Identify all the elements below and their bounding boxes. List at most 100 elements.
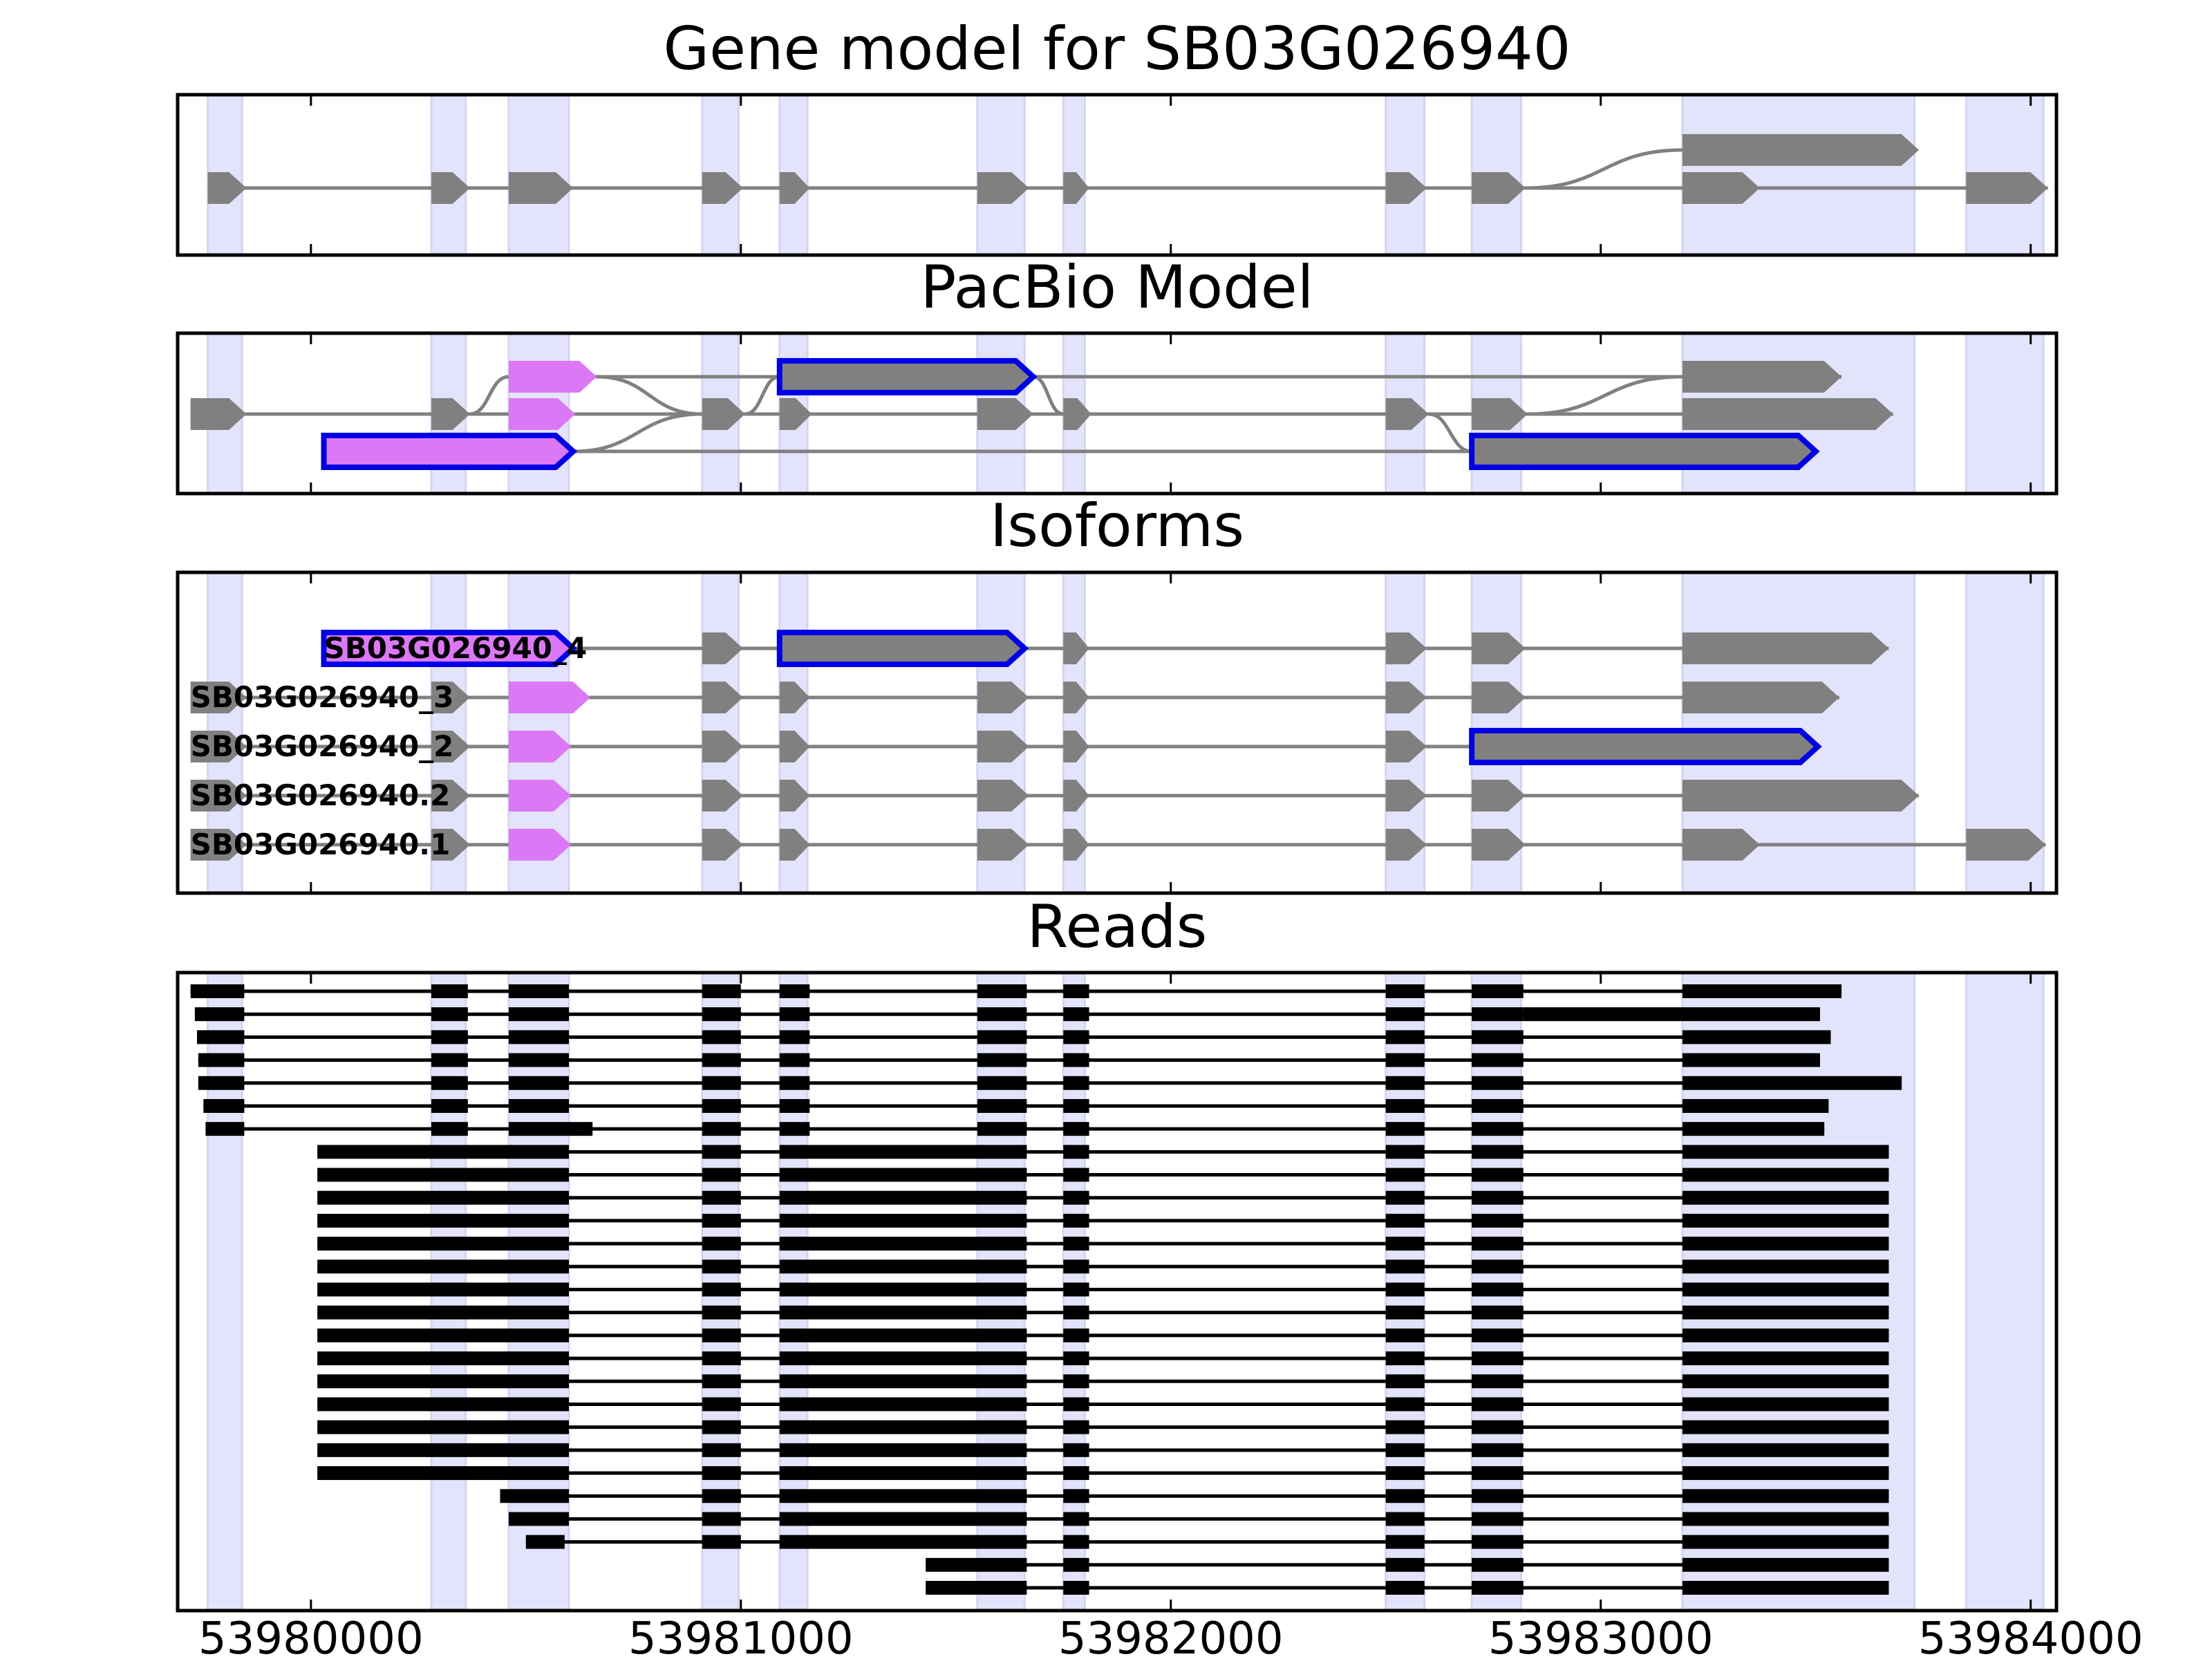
exon-block xyxy=(776,358,1038,395)
read-block xyxy=(1063,1420,1089,1434)
read-block xyxy=(702,1397,741,1412)
exon-block xyxy=(702,780,743,812)
exon-block xyxy=(1063,632,1089,664)
read-block xyxy=(317,1145,569,1159)
panel-frame xyxy=(176,93,2059,257)
read-block xyxy=(1385,1328,1425,1342)
read-block xyxy=(779,1282,1027,1297)
read-block xyxy=(317,1351,569,1366)
exon-block xyxy=(702,398,745,430)
read-block xyxy=(317,1190,569,1205)
read-block xyxy=(1385,1098,1425,1113)
exon-block xyxy=(1063,780,1089,812)
exon-block xyxy=(508,682,591,713)
exon-block xyxy=(431,780,470,812)
exon-block xyxy=(431,172,470,204)
read-block xyxy=(779,1489,1027,1503)
read-block xyxy=(1682,1190,1889,1205)
exon-block xyxy=(190,780,247,812)
read-block xyxy=(779,1397,1027,1412)
read-block xyxy=(508,1030,569,1044)
read-block xyxy=(1063,1397,1089,1412)
read-block xyxy=(431,1030,468,1044)
read-block xyxy=(1682,1145,1889,1159)
read-block xyxy=(1682,1512,1889,1526)
read-block xyxy=(1682,1351,1889,1366)
read-block xyxy=(1063,984,1089,998)
read-block xyxy=(1063,1213,1089,1228)
read-block xyxy=(431,1053,468,1067)
exon-block xyxy=(1469,433,1820,470)
exon-block xyxy=(977,172,1029,204)
read-block xyxy=(317,1168,569,1182)
read-block xyxy=(1063,1351,1089,1366)
read-block xyxy=(1385,1030,1425,1044)
exon-block xyxy=(702,829,743,861)
read-block xyxy=(1472,1168,1524,1182)
read-block xyxy=(1682,1557,1889,1572)
exon-block xyxy=(779,780,810,812)
read-block xyxy=(779,1030,810,1044)
x-tick-label: 53981000 xyxy=(628,1613,854,1659)
read-block xyxy=(1385,984,1425,998)
exon-band xyxy=(1965,971,2045,1612)
panel-frame xyxy=(176,570,2059,895)
panel-2: PacBio Model xyxy=(176,253,2059,496)
read-block xyxy=(926,1557,1027,1572)
read-block xyxy=(1063,1581,1089,1595)
read-block xyxy=(198,1076,245,1090)
read-block xyxy=(1385,1374,1425,1389)
read-block xyxy=(779,1374,1027,1389)
read-block xyxy=(1682,1259,1889,1274)
read-block xyxy=(977,984,1027,998)
read-block xyxy=(1682,1397,1889,1412)
read-block xyxy=(1682,1237,1889,1251)
read-block xyxy=(508,1076,569,1090)
panel-frame xyxy=(176,331,2059,496)
read-block xyxy=(779,1259,1027,1274)
exon-block xyxy=(779,172,810,204)
read-block xyxy=(508,1098,569,1113)
read-block xyxy=(1472,1122,1524,1136)
exon-block xyxy=(508,172,574,204)
read-block xyxy=(1472,1098,1524,1113)
read-block xyxy=(1682,1581,1889,1595)
exon-block xyxy=(1385,829,1427,861)
read-block xyxy=(1385,1466,1425,1481)
exon-block xyxy=(321,630,578,667)
read-block xyxy=(1682,1328,1889,1342)
splice-connector xyxy=(573,412,702,453)
read-block xyxy=(1063,1374,1089,1389)
exon-block xyxy=(508,829,572,861)
x-tick-label: 53984000 xyxy=(1918,1613,2144,1659)
read-block xyxy=(1472,1328,1524,1342)
exon-block xyxy=(190,829,247,861)
read-block xyxy=(1385,1512,1425,1526)
read-block xyxy=(702,984,741,998)
read-block xyxy=(1385,1489,1425,1503)
exon-block xyxy=(1063,731,1089,762)
exon-block xyxy=(321,433,578,470)
read-block xyxy=(431,984,468,998)
read-block xyxy=(702,1098,741,1113)
read-block xyxy=(1472,1443,1524,1457)
read-block xyxy=(1682,1489,1889,1503)
read-block xyxy=(1682,1305,1889,1320)
read-block xyxy=(702,1190,741,1205)
read-block xyxy=(1472,1190,1524,1205)
isoform-label: SB03G026940_2 xyxy=(191,729,454,763)
read-block xyxy=(702,1053,741,1067)
read-block xyxy=(1682,1053,1820,1067)
read-block xyxy=(779,1512,1027,1526)
read-block xyxy=(317,1282,569,1297)
exon-block xyxy=(779,731,810,762)
read-block xyxy=(702,1443,741,1457)
read-block xyxy=(1472,1374,1524,1389)
read-block xyxy=(1472,1282,1524,1297)
read-block xyxy=(1472,1489,1524,1503)
panel-3: Isoforms SB03G026940_4 SB03G026940_3 SB03G0… xyxy=(176,491,2059,895)
read-block xyxy=(1063,1328,1089,1342)
read-block xyxy=(1472,1557,1524,1572)
exon-block xyxy=(1385,682,1427,713)
read-block xyxy=(1063,1122,1089,1136)
